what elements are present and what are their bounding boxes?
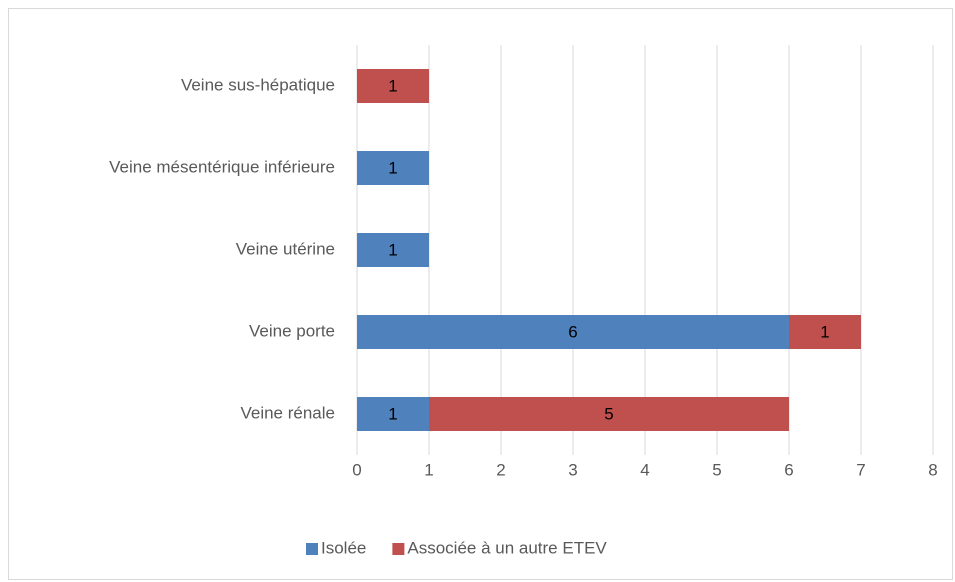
x-tick-label: 8 — [928, 460, 937, 479]
bar — [789, 315, 861, 349]
bar — [429, 397, 789, 431]
y-tick-label: Veine rénale — [240, 403, 335, 422]
data-label: 6 — [568, 322, 577, 341]
data-label: 1 — [820, 322, 829, 341]
y-tick-label: Veine utérine — [236, 239, 335, 258]
x-tick-label: 2 — [496, 460, 505, 479]
y-tick-label: Veine mésentérique inférieure — [109, 157, 335, 176]
x-tick-label: 1 — [424, 460, 433, 479]
bar — [357, 233, 429, 267]
data-label: 1 — [388, 76, 397, 95]
legend-swatch — [392, 543, 405, 555]
x-tick-label: 3 — [568, 460, 577, 479]
data-label: 1 — [388, 158, 397, 177]
y-tick-label: Veine porte — [249, 321, 335, 340]
x-tick-label: 7 — [856, 460, 865, 479]
x-tick-label: 5 — [712, 460, 721, 479]
x-tick-label: 0 — [352, 460, 361, 479]
data-label: 1 — [388, 404, 397, 423]
x-tick-label: 4 — [640, 460, 649, 479]
legend-swatch — [306, 543, 318, 555]
data-label: 5 — [604, 404, 613, 423]
x-tick-label: 6 — [784, 460, 793, 479]
bar — [357, 315, 789, 349]
y-tick-label: Veine sus-hépatique — [181, 75, 335, 94]
bar — [357, 69, 429, 103]
bar — [357, 397, 429, 431]
legend-label: Associée à un autre ETEV — [407, 538, 607, 557]
chart-border — [8, 8, 953, 580]
bar — [357, 151, 429, 185]
legend-label: Isolée — [321, 538, 366, 557]
data-label: 1 — [388, 240, 397, 259]
